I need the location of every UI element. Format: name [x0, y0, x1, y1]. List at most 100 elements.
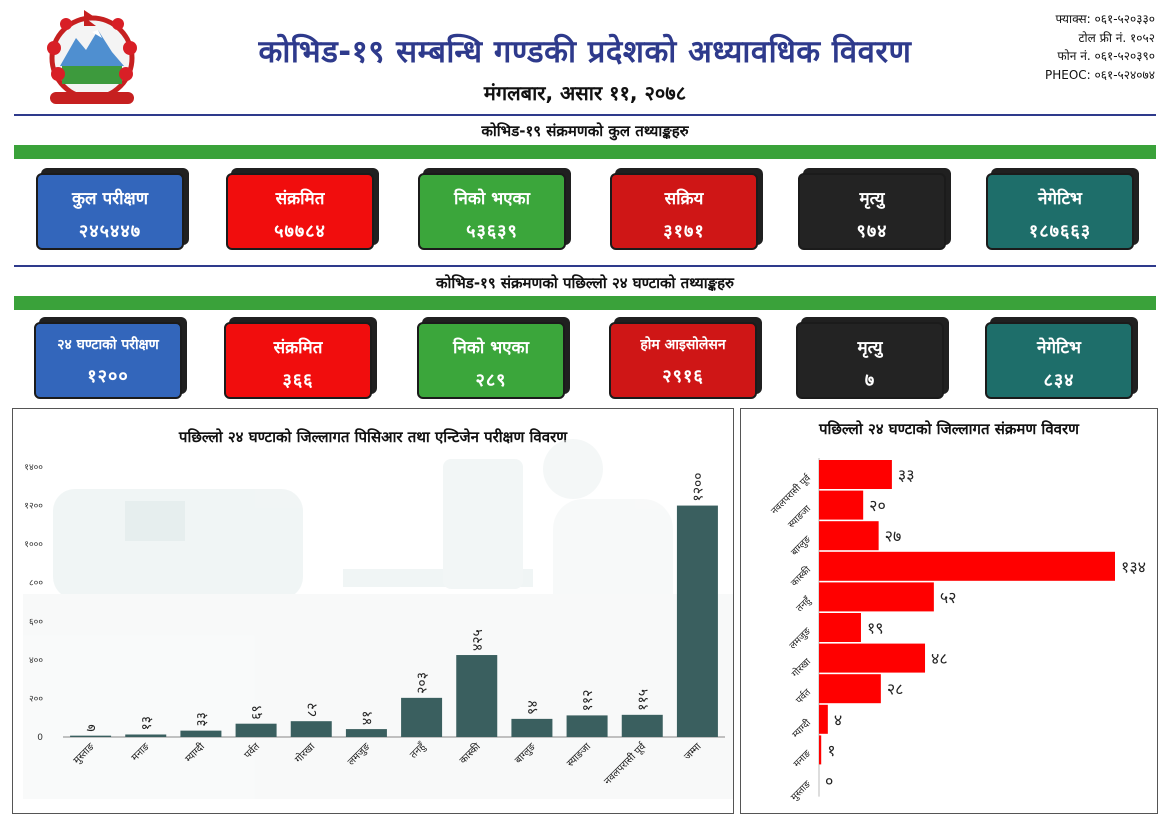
card-label: संक्रमित	[273, 338, 323, 358]
card-value: ३१७१	[663, 221, 705, 242]
lab-illustration	[23, 439, 733, 799]
y-tick-label: २००	[29, 694, 43, 704]
bar-value-label: ३३	[194, 712, 210, 727]
phone-number: फोन नं. ०६१-५२०३९०	[1057, 49, 1155, 63]
y-tick-label: ४००	[29, 656, 43, 666]
nepal-emblem-icon	[36, 8, 148, 110]
divider	[14, 265, 1156, 267]
category-label: स्याङजा	[786, 503, 813, 530]
card-label: सक्रिय	[664, 189, 704, 209]
bar	[345, 729, 387, 737]
bar	[70, 735, 112, 737]
bar-value-label: १२००	[690, 472, 706, 501]
y-tick-label: ८००	[29, 579, 43, 589]
card-day-home-isolation: होम आइसोलेसन २९१६	[609, 322, 757, 399]
total-section-title: कोभिड-१९ संक्रमणको कुल तथ्याङ्कहरु	[481, 122, 689, 140]
y-tick-label: ६००	[29, 617, 43, 627]
bar	[819, 704, 828, 734]
card-value: २८९	[475, 370, 507, 391]
bar-value-label: ०	[825, 772, 833, 791]
card-day-infected: संक्रमित ३६६	[224, 322, 372, 399]
category-label: बाग्लुङ	[789, 533, 814, 558]
divider	[14, 114, 1156, 116]
bar	[235, 723, 277, 737]
category-label: कास्की	[788, 564, 813, 589]
card-label: निको भएका	[452, 338, 530, 358]
green-divider	[14, 145, 1156, 159]
card-value: ८३४	[1043, 370, 1075, 391]
bar-value-label: २७	[885, 527, 902, 546]
bar-value-label: १३४	[1121, 557, 1146, 576]
bar	[456, 655, 498, 737]
card-total-negative: नेगेटिभ १८७६६३	[986, 173, 1134, 250]
card-label: मृत्यु	[859, 189, 885, 209]
card-day-negative: नेगेटिभ ८३४	[985, 322, 1133, 399]
bar	[819, 551, 1115, 581]
bar-value-label: ४	[834, 710, 842, 729]
bar	[511, 718, 553, 737]
card-total-recovered: निको भएका ५३६३९	[418, 173, 566, 250]
category-label: लमजुङ	[787, 625, 813, 651]
y-tick-label: १२००	[24, 502, 43, 512]
card-value: १२००	[87, 366, 129, 387]
bar	[566, 715, 608, 737]
card-label: २४ घण्टाको परीक्षण	[57, 337, 159, 353]
chart-title: पछिल्लो २४ घण्टाको जिल्लागत पिसिआर तथा ए…	[178, 428, 568, 446]
card-label: निको भएका	[453, 189, 531, 209]
category-label: तनहुँ	[794, 594, 815, 615]
card-value: ५३६३९	[466, 221, 518, 242]
bar-value-label: २०	[869, 496, 886, 515]
day-section-title: कोभिड-१९ संक्रमणको पछिल्लो २४ घण्टाको तथ…	[435, 274, 735, 292]
category-label: गोरखा	[789, 655, 813, 679]
bar	[676, 505, 718, 737]
card-total-active: सक्रिय ३१७१	[610, 173, 758, 250]
bar-value-label: ८२	[304, 703, 320, 718]
bar-value-label: ४८	[931, 649, 948, 668]
bar	[819, 643, 926, 673]
bar-value-label: ११५	[635, 689, 651, 711]
y-tick-label: १४००	[24, 463, 43, 473]
bar	[125, 734, 167, 737]
card-day-tests: २४ घण्टाको परीक्षण १२००	[34, 322, 182, 399]
card-label: मृत्यु	[857, 338, 883, 358]
toll-free-number: टोल फ्री नं. १०५२	[1078, 30, 1155, 45]
green-divider	[14, 296, 1156, 310]
bar-value-label: ३३	[898, 466, 915, 485]
category-label: पर्वत	[793, 686, 813, 706]
bar-value-label: ६९	[249, 705, 265, 720]
card-value: ९७४	[856, 221, 888, 242]
bar-value-label: २०३	[415, 672, 431, 694]
card-total-deaths: मृत्यु ९७४	[798, 173, 946, 250]
bar	[401, 697, 443, 737]
bar	[290, 721, 332, 737]
bar-value-label: १९	[867, 619, 884, 638]
y-tick-label: १०००	[24, 540, 43, 550]
bar	[819, 521, 879, 551]
bar-value-label: ११२	[580, 690, 596, 712]
bar-value-label: ७	[84, 724, 100, 731]
card-label: कुल परीक्षण	[72, 189, 148, 209]
fax-number: फ्याक्स: ०६१-५२०३३०	[1055, 12, 1155, 26]
card-value: २४५४४७	[78, 221, 142, 242]
category-label: मुस्ताङ	[789, 778, 814, 803]
bar-value-label: ४१	[359, 711, 375, 726]
contact-info: फ्याक्स: ०६१-५२०३३० टोल फ्री नं. १०५२ फो…	[1045, 10, 1155, 84]
category-label: म्याग्दी	[790, 717, 814, 741]
bar	[819, 613, 861, 642]
card-value: १८७६६३	[1028, 221, 1092, 242]
bar	[819, 735, 822, 765]
card-value: २९१६	[662, 366, 704, 387]
category-label: मनाङ	[792, 748, 814, 770]
bar-value-label: २८	[887, 680, 904, 699]
card-label: नेगेटिभ	[1037, 338, 1081, 358]
page-title: कोभिड-१९ सम्बन्धि गण्डकी प्रदेशको अध्याव…	[258, 34, 912, 70]
bar-value-label: १३	[139, 716, 155, 731]
report-date: मंगलबार, असार ११, २०७८	[483, 81, 687, 105]
chart-title: पछिल्लो २४ घण्टाको जिल्लागत संक्रमण विवर…	[819, 420, 1079, 438]
bar	[819, 674, 881, 704]
bar-value-label: ५२	[940, 588, 957, 607]
card-label: नेगेटिभ	[1038, 189, 1082, 209]
bar	[819, 490, 864, 520]
district-infections-chart-panel: पछिल्लो २४ घण्टाको जिल्लागत संक्रमण विवर…	[740, 408, 1158, 814]
